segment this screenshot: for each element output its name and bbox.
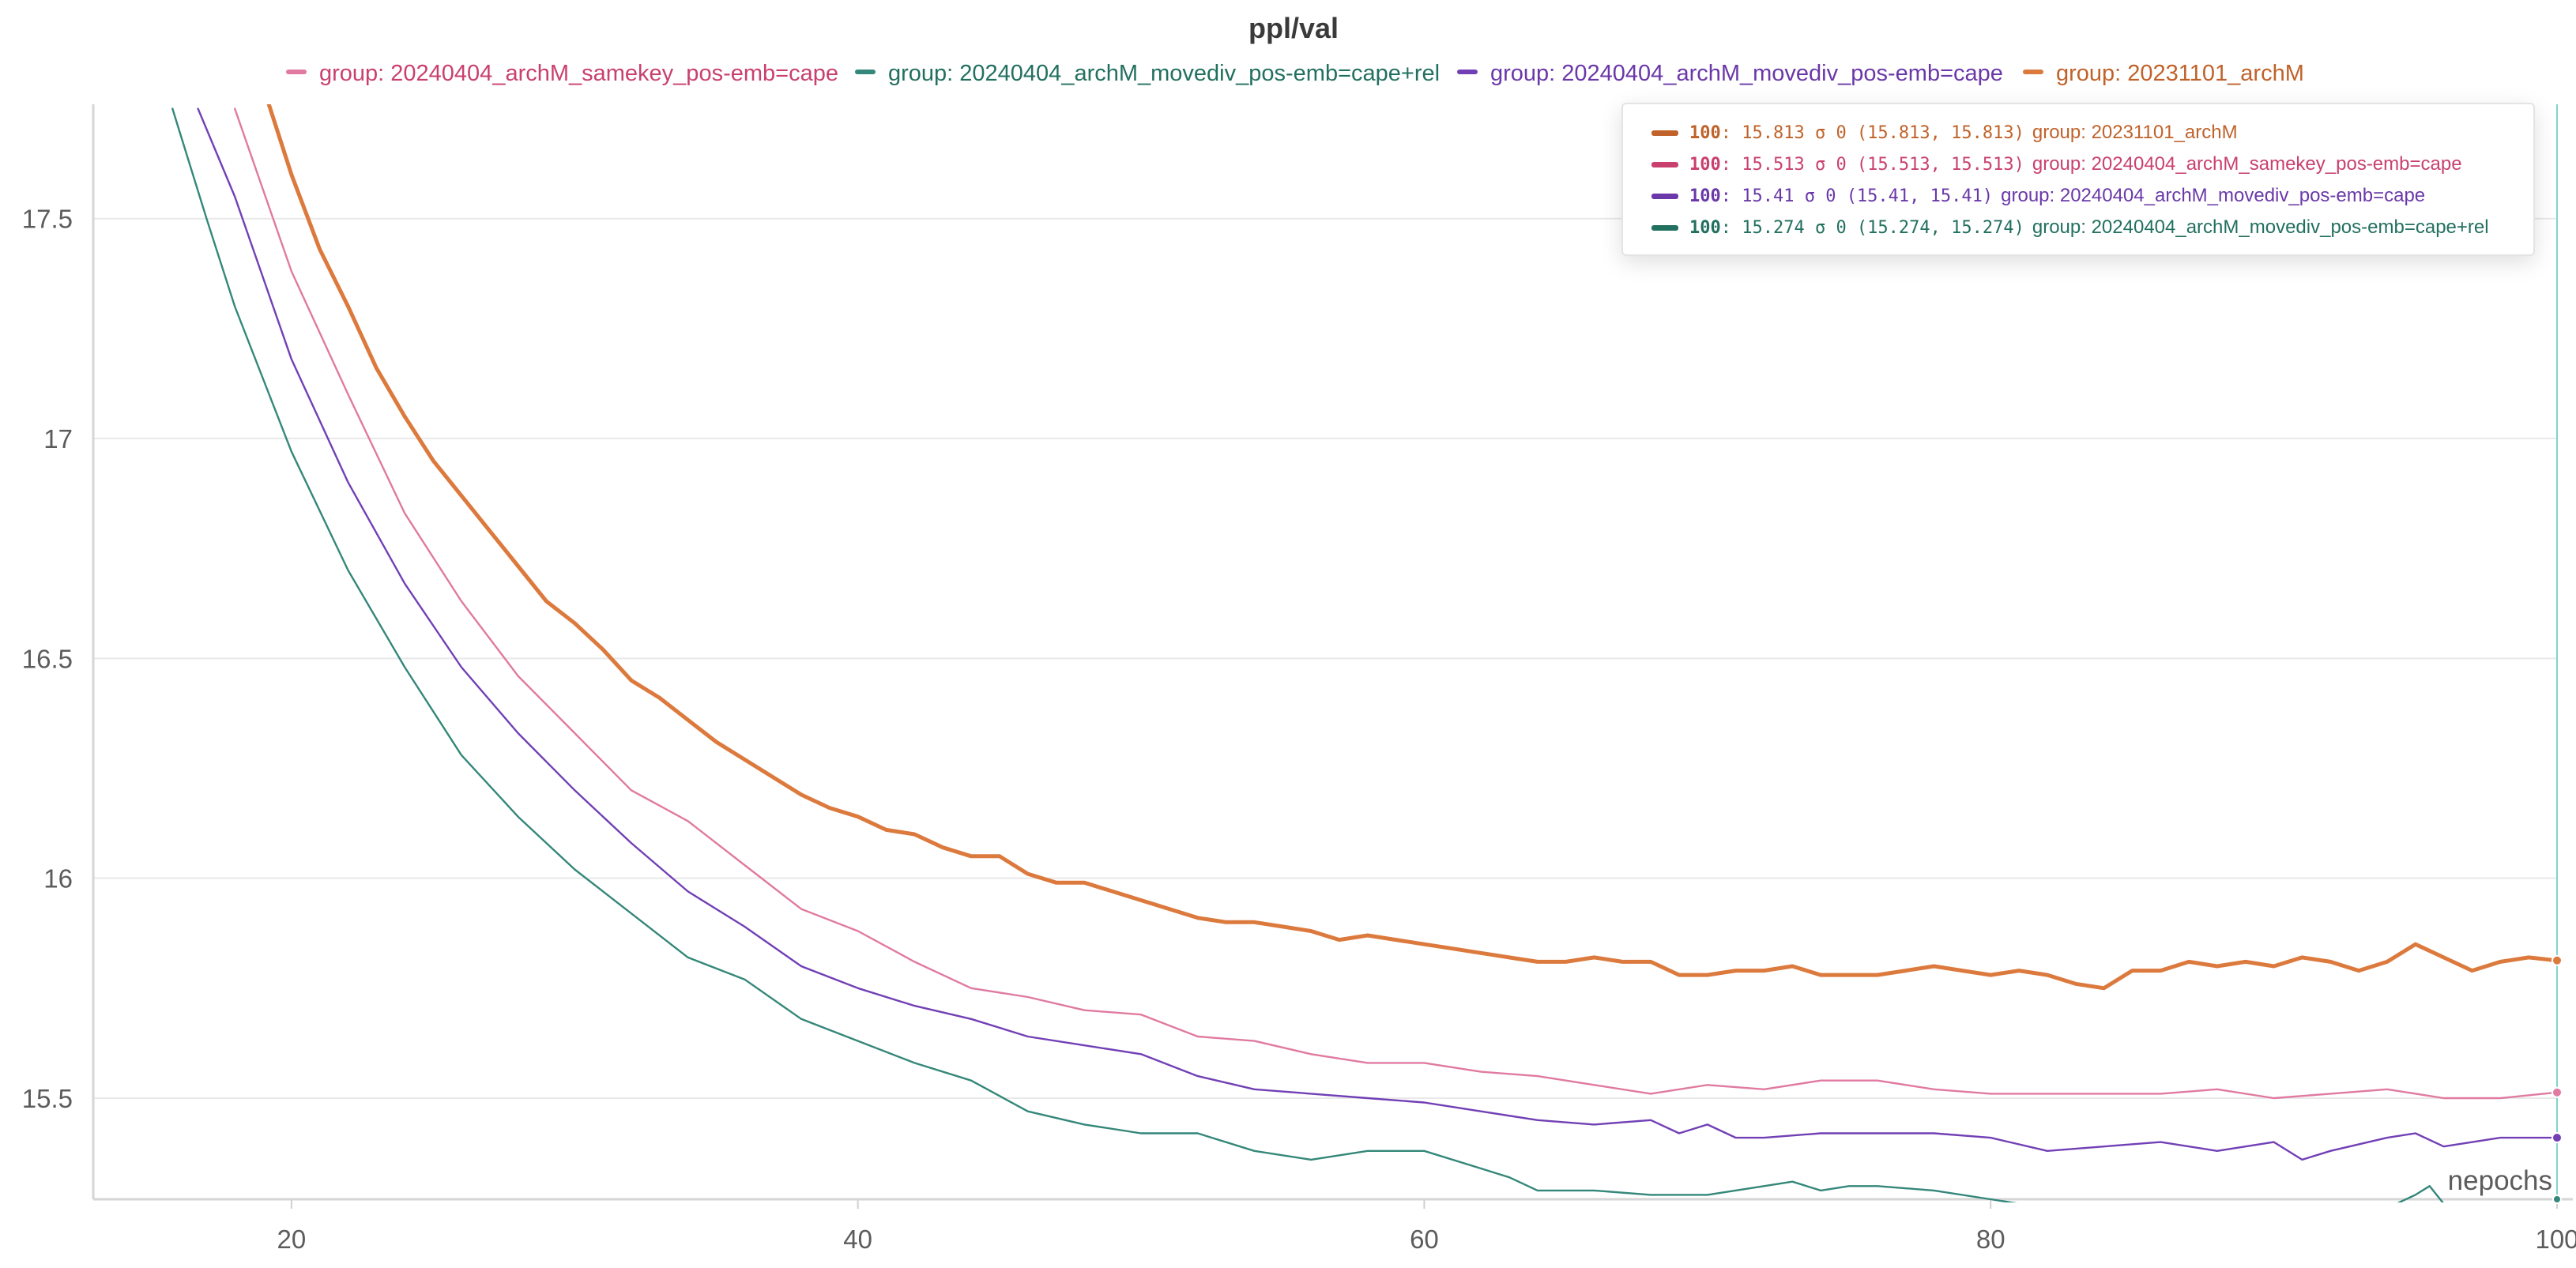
tooltip-group: group: 20240404_archM_movediv_pos-emb=ca…	[2032, 216, 2489, 238]
tooltip-swatch	[1651, 161, 1678, 167]
hover-cursor	[2552, 104, 2563, 1204]
x-tick-label: 80	[1976, 1225, 2005, 1254]
tooltip-value: : 15.513 σ 0 (15.513, 15.513)	[1720, 154, 2024, 175]
x-tick-label: 60	[1410, 1225, 1439, 1254]
series-line-2	[197, 107, 2559, 1161]
x-tick-label: 20	[277, 1225, 307, 1254]
tooltip-value: : 15.813 σ 0 (15.813, 15.813)	[1720, 122, 2024, 143]
cursor-point	[2552, 954, 2563, 966]
tooltip-row: 100: 15.513 σ 0 (15.513, 15.513) group: 2…	[1651, 149, 2462, 180]
x-tick-label: 100	[2535, 1225, 2576, 1254]
tooltip-step: 100	[1689, 217, 1721, 238]
tooltip-group: group: 20240404_archM_samekey_pos-emb=ca…	[2032, 153, 2462, 175]
hover-tooltip: 100: 15.813 σ 0 (15.813, 15.813) group: 2…	[1621, 103, 2535, 256]
tooltip-swatch	[1651, 224, 1678, 231]
legend-swatch	[2023, 70, 2043, 74]
y-tick-label: 17.5	[22, 205, 73, 234]
tooltip-row: 100: 15.41 σ 0 (15.41, 15.41) group: 2024…	[1651, 180, 2425, 212]
cursor-point	[2552, 1195, 2562, 1204]
y-tick-label: 16.5	[22, 644, 73, 673]
tooltip-group: group: 20231101_archM	[2032, 122, 2238, 143]
grid	[93, 217, 2557, 1099]
cursor-point	[2552, 1086, 2563, 1098]
tooltip-stat: 100: 15.513 σ 0 (15.513, 15.513)	[1689, 155, 2024, 175]
tooltip-value: : 15.274 σ 0 (15.274, 15.274)	[1720, 217, 2024, 238]
tooltip-stat: 100: 15.813 σ 0 (15.813, 15.813)	[1689, 123, 2024, 143]
legend-swatch	[1457, 70, 1478, 74]
legend-item: group: 20240404_archM_movediv_pos-emb=ca…	[1490, 61, 2003, 86]
tooltip-swatch	[1651, 130, 1678, 136]
series-lines	[171, 104, 2559, 1202]
tooltip-stat: 100: 15.41 σ 0 (15.41, 15.41)	[1689, 186, 1993, 206]
tooltip-swatch	[1651, 193, 1678, 199]
legend-swatch	[286, 70, 307, 74]
series-line-0	[234, 107, 2559, 1100]
x-axis-title: nepochs	[2448, 1165, 2552, 1196]
legend-item: group: 20231101_archM	[2056, 61, 2304, 86]
tooltip-row: 100: 15.813 σ 0 (15.813, 15.813) group: 2…	[1651, 117, 2238, 149]
y-tick-label: 15.5	[22, 1084, 73, 1113]
tooltip-step: 100	[1689, 122, 1721, 143]
tooltip-step: 100	[1689, 154, 1721, 175]
chart-text: 15.5 16 16.5 17 17.5 20 40 60 80 100 ppl/val group:…	[22, 12, 2576, 1254]
y-tick-label: 17	[43, 424, 73, 453]
series-line-1	[171, 107, 2444, 1202]
tooltip-row: 100: 15.274 σ 0 (15.274, 15.274) group: 2…	[1651, 212, 2489, 243]
legend-swatch	[855, 70, 876, 74]
tooltip-stat: 100: 15.274 σ 0 (15.274, 15.274)	[1689, 218, 2024, 238]
series-line-3	[266, 104, 2559, 991]
tooltip-value: : 15.41 σ 0 (15.41, 15.41)	[1720, 186, 1994, 206]
axes	[92, 104, 2573, 1209]
tooltip-group: group: 20240404_archM_movediv_pos-emb=ca…	[2001, 185, 2426, 206]
chart-title: ppl/val	[1248, 12, 1339, 44]
legend-item: group: 20240404_archM_samekey_pos-emb=ca…	[319, 61, 838, 86]
x-tick-label: 40	[843, 1225, 872, 1254]
legend-item: group: 20240404_archM_movediv_pos-emb=ca…	[888, 61, 1440, 86]
y-tick-label: 16	[43, 864, 73, 894]
tooltip-step: 100	[1689, 186, 1721, 206]
cursor-point	[2552, 1132, 2563, 1144]
